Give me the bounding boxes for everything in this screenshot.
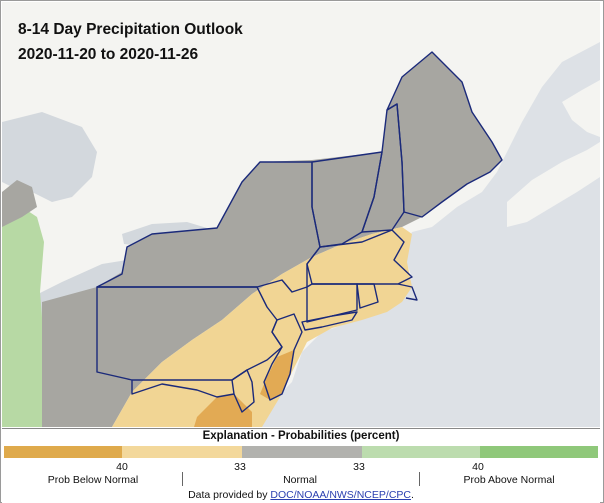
- legend-category-normal: Normal: [283, 474, 317, 486]
- data-credit: Data provided by DOC/NOAA/NWS/NCEP/CPC.: [2, 489, 600, 501]
- credit-prefix: Data provided by: [188, 489, 271, 501]
- legend-threshold: 40: [472, 461, 484, 473]
- map-title: 8-14 Day Precipitation Outlook: [18, 21, 243, 38]
- below-normal-33-band: [112, 227, 412, 427]
- legend: Explanation - Probabilities (percent) 40…: [2, 428, 600, 503]
- legend-category-above: Prob Above Normal: [463, 474, 555, 486]
- legend-category-below: Prob Below Normal: [47, 474, 139, 486]
- normal-region-left: [2, 180, 37, 227]
- credit-link[interactable]: DOC/NOAA/NWS/NCEP/CPC: [270, 489, 411, 501]
- credit-suffix: .: [411, 489, 414, 501]
- legend-title: Explanation - Probabilities (percent): [202, 430, 400, 442]
- map-canvas: [2, 2, 600, 427]
- legend-swatch-below-33: [122, 446, 242, 458]
- nova-scotia-land: [507, 142, 600, 227]
- legend-threshold: 40: [116, 461, 128, 473]
- legend-swatch-normal: [242, 446, 362, 458]
- legend-swatch-below-40: [4, 446, 122, 458]
- normal-region: [42, 52, 502, 427]
- legend-threshold: 33: [353, 461, 365, 473]
- date-range: 2020-11-20 to 2020-11-26: [18, 46, 199, 63]
- newfoundland-land: [562, 80, 600, 137]
- above-normal-region: [2, 207, 44, 427]
- legend-swatch-above-33: [362, 446, 480, 458]
- lake-huron: [2, 112, 97, 202]
- outlook-map: 8-14 Day Precipitation Outlook 2020-11-2…: [2, 2, 600, 427]
- below-normal-40-region: [260, 350, 294, 400]
- legend-separator: [419, 472, 420, 486]
- legend-color-bar: [4, 446, 598, 458]
- state-borders: [96, 51, 503, 413]
- legend-swatch-above-40: [480, 446, 598, 458]
- legend-threshold: 33: [234, 461, 246, 473]
- legend-separator: [182, 472, 183, 486]
